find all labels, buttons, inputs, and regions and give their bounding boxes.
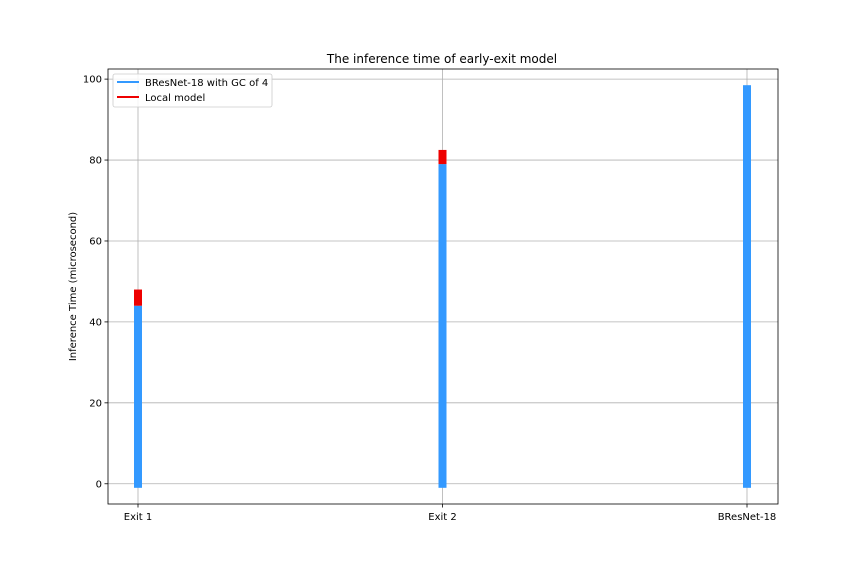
bars (134, 85, 751, 488)
legend-label-local: Local model (145, 93, 205, 104)
y-tick-label: 60 (89, 236, 102, 247)
plot-frame (107, 68, 779, 505)
legend-box (112, 73, 273, 108)
legend-label-bresnet: BResNet-18 with GC of 4 (145, 78, 268, 89)
x-axis-ticks: Exit 1 Exit 2 BResNet-18 (124, 504, 777, 523)
y-tick-label: 80 (89, 156, 102, 167)
legend: BResNet-18 with GC of 4 Local model (112, 73, 273, 108)
x-tick-label: Exit 1 (124, 512, 152, 523)
x-tick-label: Exit 2 (428, 512, 456, 523)
bar-bresnet-0 (134, 305, 142, 488)
y-axis-label: Inference Time (microsecond) (68, 212, 79, 361)
y-tick-label: 40 (89, 317, 102, 328)
bar-bresnet-1 (438, 164, 447, 488)
y-tick-label: 20 (89, 398, 102, 409)
bar-bresnet-2 (743, 85, 751, 488)
bar-local-1 (438, 149, 447, 165)
y-tick-label: 0 (96, 479, 102, 490)
bar-local-0 (134, 289, 142, 306)
chart-title: The inference time of early-exit model (326, 52, 557, 66)
y-axis-ticks: 0 20 40 60 80 100 (83, 75, 108, 490)
x-tick-label: BResNet-18 (718, 512, 777, 523)
y-tick-label: 100 (83, 75, 102, 86)
